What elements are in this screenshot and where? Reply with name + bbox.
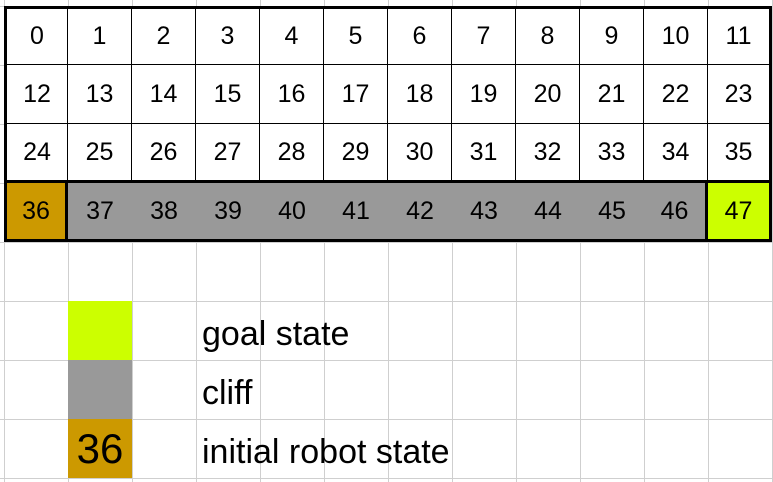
- grid-cell: 22: [644, 65, 708, 124]
- grid-cell: 26: [132, 124, 196, 183]
- grid-cell-cliff: 40: [260, 183, 324, 242]
- legend-cliff-swatch: [68, 360, 132, 419]
- grid-cell: 27: [196, 124, 260, 183]
- grid-cell-cliff: 45: [580, 183, 644, 242]
- grid-cell-cliff: 38: [132, 183, 196, 242]
- grid-cell-cliff: 44: [516, 183, 580, 242]
- grid-cell: 29: [324, 124, 388, 183]
- grid-cell: 21: [580, 65, 644, 124]
- grid-cell: 10: [644, 6, 708, 65]
- grid-cell: 0: [4, 6, 68, 65]
- grid-cell: 11: [708, 6, 772, 65]
- grid-cell: 1: [68, 6, 132, 65]
- grid-cell: 32: [516, 124, 580, 183]
- grid-cell-cliff: 39: [196, 183, 260, 242]
- grid-cell-cliff: 43: [452, 183, 516, 242]
- grid-cell: 24: [4, 124, 68, 183]
- grid-cell: 33: [580, 124, 644, 183]
- grid-cell: 20: [516, 65, 580, 124]
- legend-goal-swatch: [68, 301, 132, 360]
- gridworld: 0 1 2 3 4 5 6 7 8 9 10 11 12 13 14 15 16 17 18 19 20 21 22 23 24…: [4, 6, 772, 242]
- grid-cell: 5: [324, 6, 388, 65]
- grid-cell: 17: [324, 65, 388, 124]
- grid-cell: 31: [452, 124, 516, 183]
- grid-cell: 8: [516, 6, 580, 65]
- grid-cell: 30: [388, 124, 452, 183]
- grid-cell: 15: [196, 65, 260, 124]
- grid-cell-cliff: 46: [644, 183, 708, 242]
- grid-cell: 35: [708, 124, 772, 183]
- grid-cell: 14: [132, 65, 196, 124]
- grid-cell: 13: [68, 65, 132, 124]
- grid-cell: 12: [4, 65, 68, 124]
- legend-goal-label: goal state: [202, 315, 350, 353]
- grid-cell: 7: [452, 6, 516, 65]
- grid-cell: 25: [68, 124, 132, 183]
- grid-cell-cliff: 42: [388, 183, 452, 242]
- grid-cell-goal: 47: [708, 183, 772, 242]
- grid-cell: 16: [260, 65, 324, 124]
- grid-cell-cliff: 41: [324, 183, 388, 242]
- grid-cell-start: 36: [4, 183, 68, 242]
- grid-cell: 6: [388, 6, 452, 65]
- grid-cell: 23: [708, 65, 772, 124]
- grid-cell: 4: [260, 6, 324, 65]
- grid-cell: 19: [452, 65, 516, 124]
- grid-cell: 18: [388, 65, 452, 124]
- grid-cell: 2: [132, 6, 196, 65]
- grid-cell-cliff: 37: [68, 183, 132, 242]
- legend-start-swatch: 36: [68, 419, 132, 478]
- legend-start-label: initial robot state: [202, 433, 450, 471]
- grid-cell: 3: [196, 6, 260, 65]
- legend-cliff-label: cliff: [202, 374, 253, 412]
- grid-cell: 9: [580, 6, 644, 65]
- grid-cell: 28: [260, 124, 324, 183]
- grid-cell: 34: [644, 124, 708, 183]
